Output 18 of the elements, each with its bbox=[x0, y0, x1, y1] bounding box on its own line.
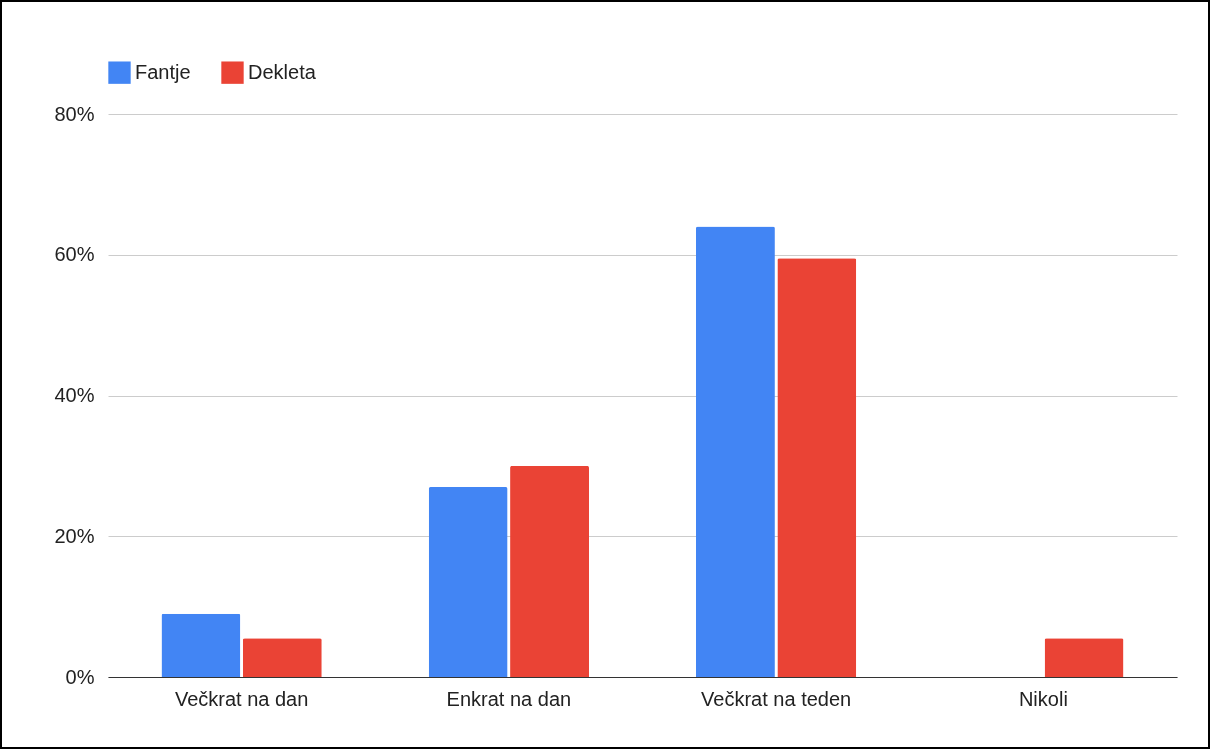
bar bbox=[1044, 638, 1124, 677]
bar bbox=[428, 486, 508, 677]
x-tick-label: Enkrat na dan bbox=[446, 687, 572, 710]
bar bbox=[510, 465, 590, 677]
x-tick-label: Večkrat na teden bbox=[701, 687, 852, 710]
x-tick-label: Nikoli bbox=[1018, 687, 1068, 710]
bar bbox=[777, 258, 857, 677]
y-tick-label: 40% bbox=[54, 384, 95, 406]
legend-label: Dekleta bbox=[248, 60, 317, 83]
bar bbox=[695, 226, 775, 677]
y-tick-label: 80% bbox=[54, 102, 95, 125]
bar bbox=[242, 638, 322, 677]
legend-label: Fantje bbox=[135, 60, 191, 83]
y-tick-label: 0% bbox=[65, 665, 95, 688]
y-tick-label: 60% bbox=[54, 243, 95, 266]
bar bbox=[161, 613, 241, 677]
y-tick-label: 20% bbox=[54, 524, 95, 547]
x-tick-label: Večkrat na dan bbox=[174, 687, 309, 710]
